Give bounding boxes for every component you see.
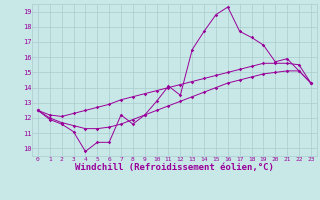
X-axis label: Windchill (Refroidissement éolien,°C): Windchill (Refroidissement éolien,°C): [75, 163, 274, 172]
